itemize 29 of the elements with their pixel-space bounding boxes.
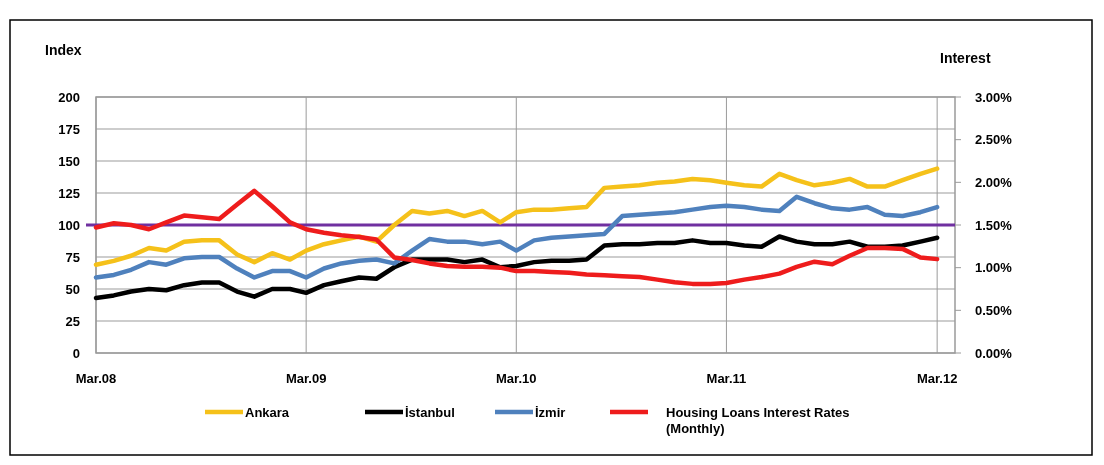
line-series xyxy=(93,234,940,301)
x-tick-label: Mar.09 xyxy=(285,371,327,386)
x-tick-label: Mar.08 xyxy=(75,371,117,386)
y-tick-label: 50 xyxy=(65,281,80,297)
legend-label: İzmir xyxy=(535,404,566,420)
y-tick-label: 175 xyxy=(58,121,80,137)
y2-tick-label: 2.50% xyxy=(975,132,1013,148)
legend-label: Housing Loans Interest Rates (Monthly) xyxy=(666,404,850,437)
x-tick-label: Mar.11 xyxy=(706,371,747,386)
y-tick-label: 100 xyxy=(58,217,80,233)
y-tick-label: 200 xyxy=(58,89,80,105)
y2-axis-title: Interest xyxy=(940,50,991,66)
y-tick-label: 125 xyxy=(58,185,80,201)
line-series xyxy=(93,166,940,267)
legend-label: Ankara xyxy=(245,404,290,420)
y-tick-label: 0 xyxy=(72,345,80,361)
y-tick-label: 25 xyxy=(65,313,80,329)
y2-tick-label: 1.50% xyxy=(975,217,1013,233)
legend-label: İstanbul xyxy=(405,404,455,420)
y-axis-title: Index xyxy=(45,42,82,58)
y-tick-label: 150 xyxy=(58,153,80,169)
y2-tick-label: 0.50% xyxy=(975,302,1013,318)
y2-tick-label: 3.00% xyxy=(975,89,1013,105)
x-tick-label: Mar.10 xyxy=(496,371,537,386)
y2-tick-label: 2.00% xyxy=(975,174,1013,190)
x-tick-label: Mar.12 xyxy=(916,371,958,386)
y2-tick-label: 0.00% xyxy=(975,345,1013,361)
y-tick-label: 75 xyxy=(65,249,80,265)
y2-tick-label: 1.00% xyxy=(975,260,1013,276)
